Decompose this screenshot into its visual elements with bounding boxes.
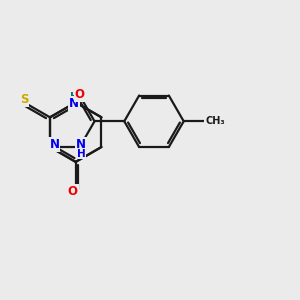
Text: H: H — [77, 148, 85, 159]
Text: O: O — [75, 88, 85, 100]
Text: N: N — [69, 98, 79, 110]
Text: N: N — [76, 138, 86, 151]
Text: N: N — [50, 138, 59, 151]
Text: O: O — [68, 185, 78, 198]
Text: H: H — [70, 92, 79, 102]
Text: S: S — [20, 93, 28, 106]
Text: CH₃: CH₃ — [205, 116, 225, 126]
